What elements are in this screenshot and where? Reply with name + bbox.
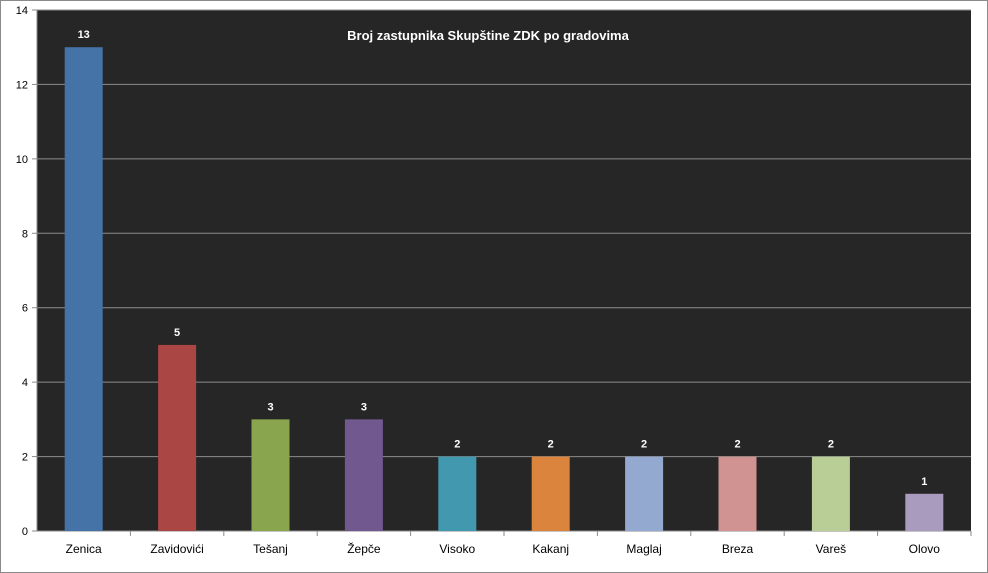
data-label: 5 bbox=[174, 327, 180, 339]
bar bbox=[64, 47, 103, 531]
x-tick-label: Olovo bbox=[909, 542, 941, 556]
x-tick-label: Kakanj bbox=[532, 542, 569, 556]
y-tick-label: 10 bbox=[16, 154, 28, 166]
data-label: 1 bbox=[921, 476, 927, 488]
bars bbox=[64, 47, 944, 531]
y-tick-label: 14 bbox=[16, 5, 28, 17]
bar bbox=[158, 344, 197, 531]
x-tick-label: Breza bbox=[722, 542, 754, 556]
y-tick-label: 0 bbox=[22, 526, 28, 538]
data-label: 3 bbox=[267, 401, 273, 413]
y-tick-label: 12 bbox=[16, 79, 28, 91]
y-tick-label: 6 bbox=[22, 303, 28, 315]
data-labels: 13 5 3 3 2 2 2 2 2 1 bbox=[78, 29, 928, 488]
x-tick-label: Maglaj bbox=[626, 542, 661, 556]
bar bbox=[344, 419, 383, 531]
x-tick-label: Visoko bbox=[439, 542, 475, 556]
x-tick-label: Zenica bbox=[66, 542, 102, 556]
x-tick-label: Tešanj bbox=[253, 542, 288, 556]
data-label: 2 bbox=[734, 439, 740, 451]
bar bbox=[625, 456, 664, 531]
chart-title: Broj zastupnika Skupštine ZDK po gradovi… bbox=[347, 28, 629, 43]
data-label: 2 bbox=[548, 439, 554, 451]
bar bbox=[811, 456, 850, 531]
data-label: 13 bbox=[78, 29, 90, 41]
data-label: 2 bbox=[454, 439, 460, 451]
bar bbox=[718, 456, 757, 531]
bar bbox=[438, 456, 477, 531]
bar bbox=[251, 419, 290, 531]
x-tick-label: Zavidovići bbox=[150, 542, 203, 556]
data-label: 2 bbox=[641, 439, 647, 451]
data-label: 3 bbox=[361, 401, 367, 413]
y-tick-label: 4 bbox=[22, 377, 28, 389]
data-label: 2 bbox=[828, 439, 834, 451]
bar bbox=[531, 456, 570, 531]
x-tick-label: Vareš bbox=[816, 542, 846, 556]
bar bbox=[905, 493, 944, 531]
y-tick-label: 2 bbox=[22, 452, 28, 464]
y-tick-label: 8 bbox=[22, 228, 28, 240]
x-tick-label: Žepče bbox=[347, 541, 381, 556]
